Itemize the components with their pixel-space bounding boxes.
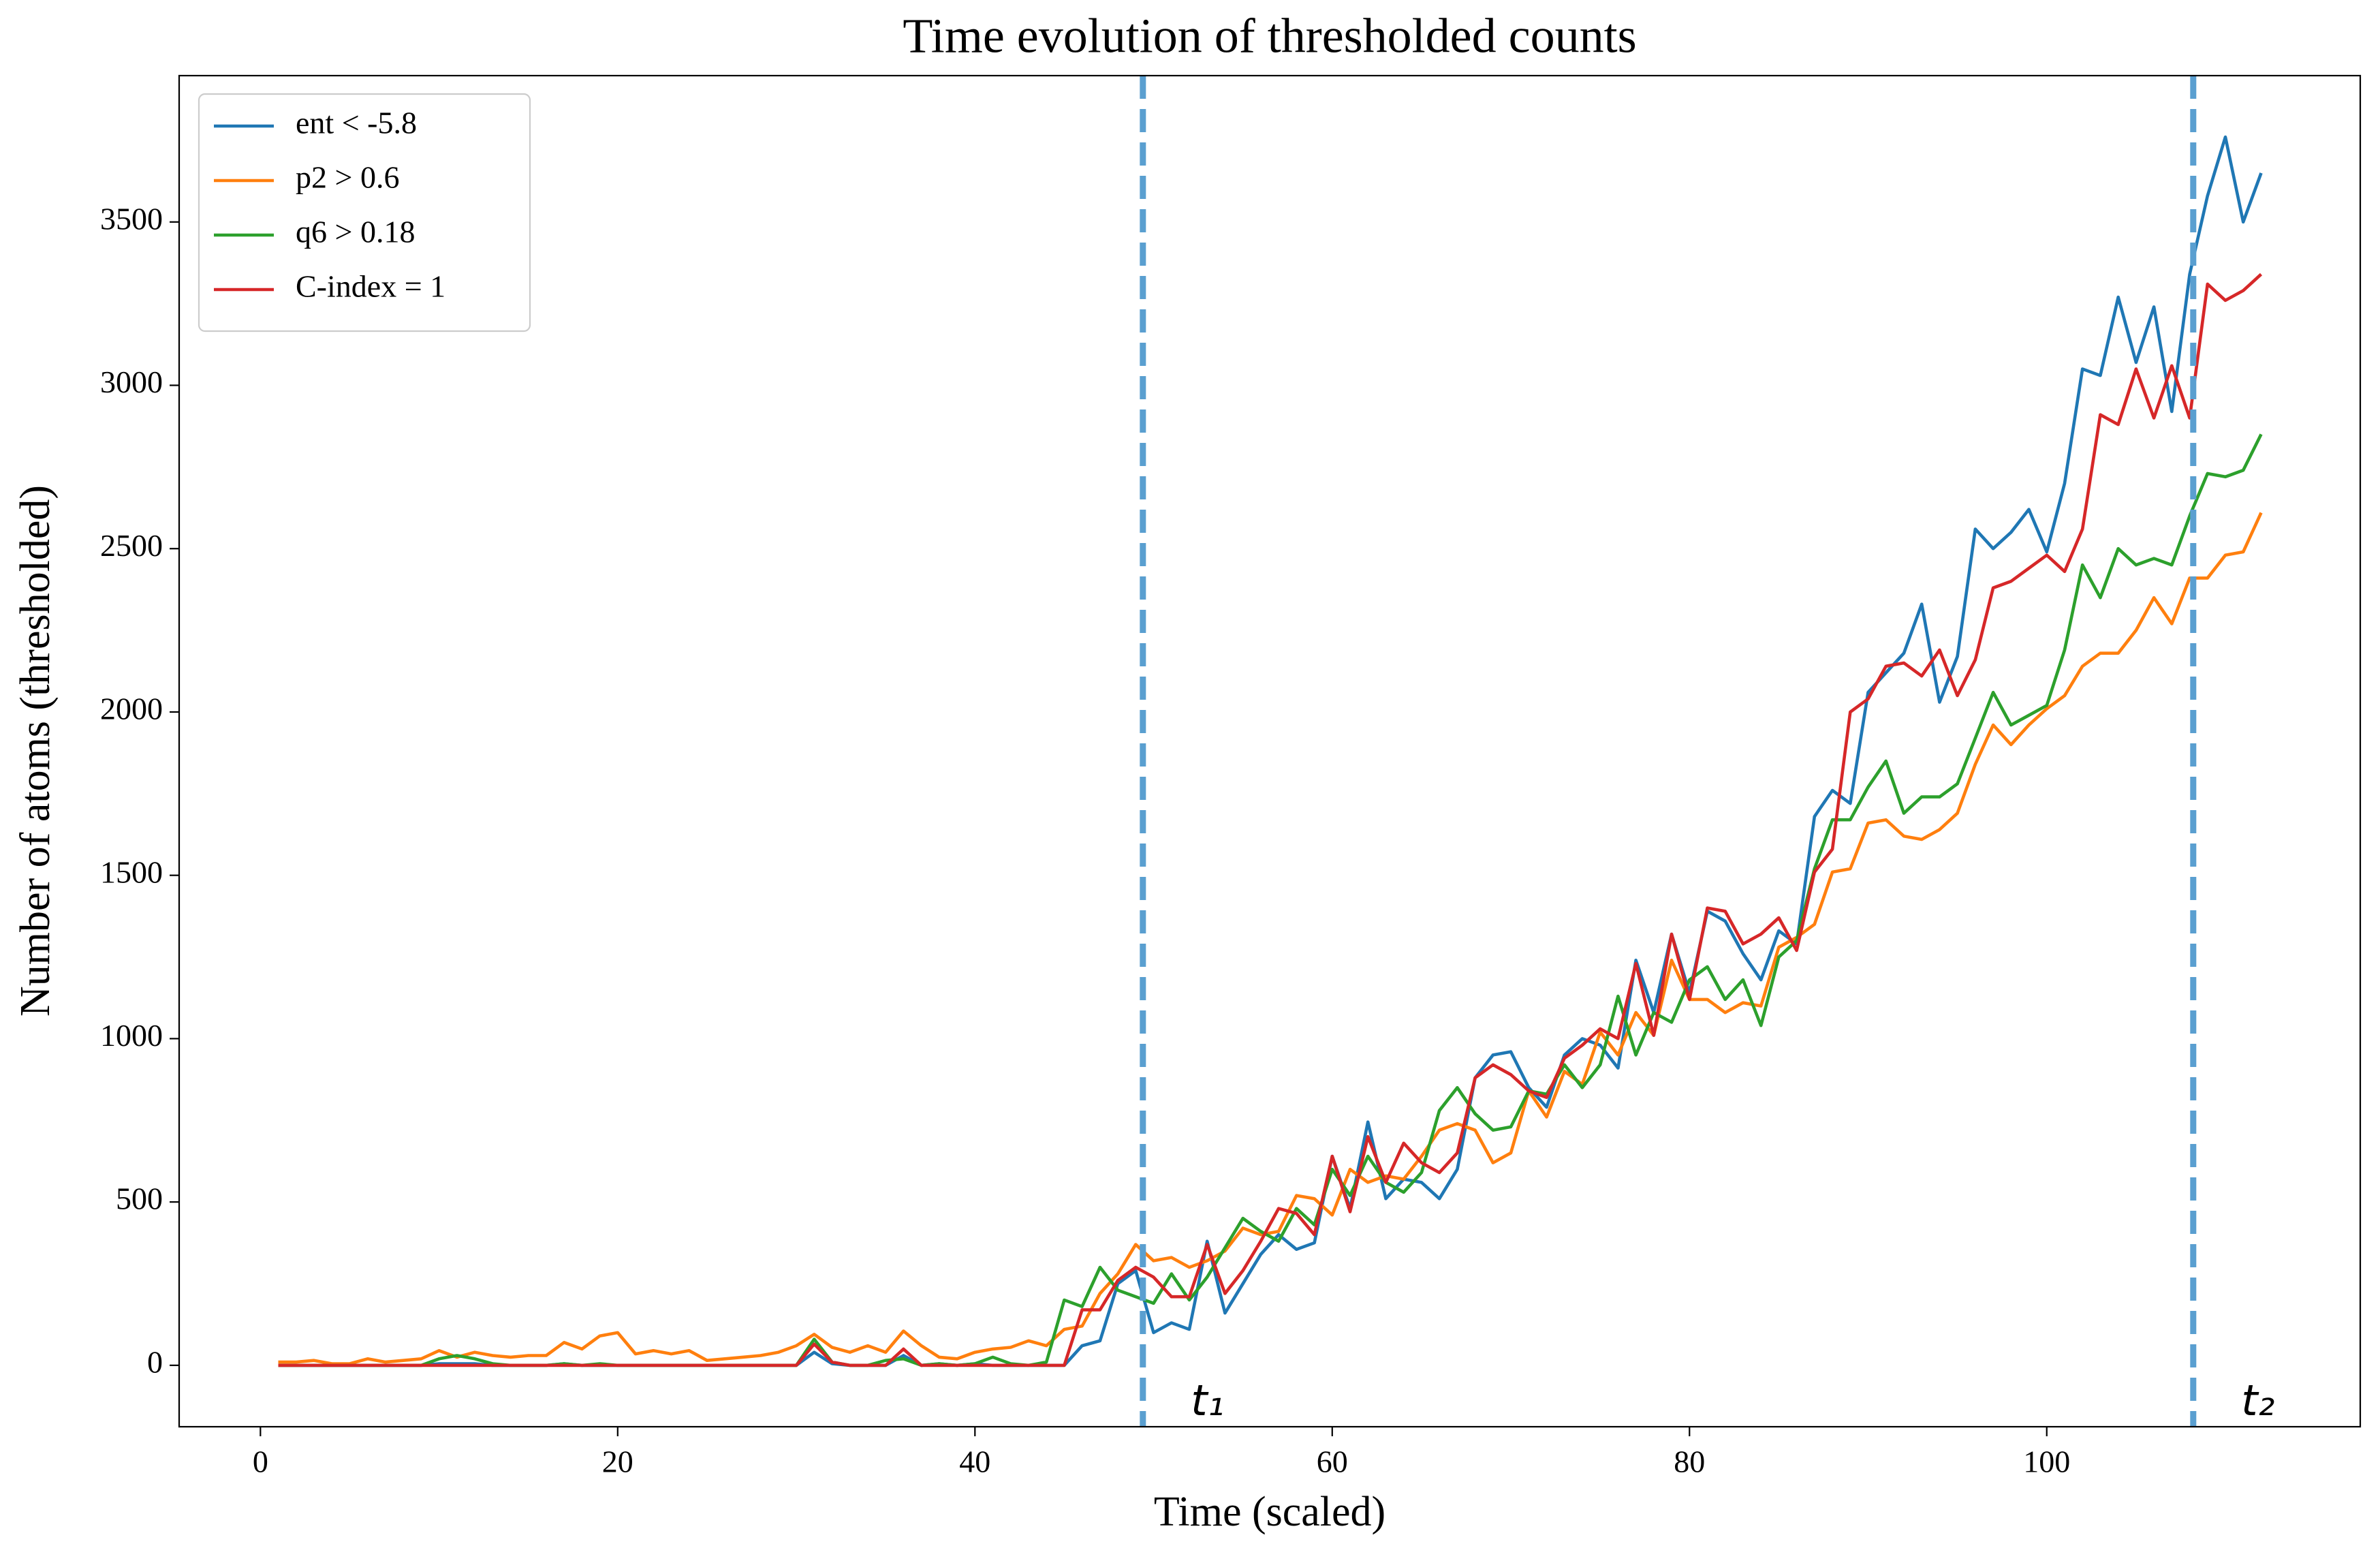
legend-label: q6 > 0.18 [296,215,415,249]
x-tick-label: 60 [1317,1444,1348,1479]
plot-frame [178,74,2362,1428]
legend-box [198,93,531,332]
vertical-marker-label: t₂ [2241,1376,2274,1425]
y-tick-label: 3500 [100,201,163,236]
legend-label: ent < -5.8 [296,106,417,140]
series-line [278,512,2263,1365]
chart-title: Time evolution of thresholded counts [903,9,1636,63]
legend-label: p2 > 0.6 [296,160,399,195]
y-tick-label: 2000 [100,692,163,726]
x-tick-label: 40 [959,1444,990,1479]
y-tick-label: 1000 [100,1018,163,1053]
x-tick-label: 20 [602,1444,633,1479]
y-tick-label: 500 [116,1181,163,1216]
y-tick-label: 0 [147,1344,163,1379]
y-axis-label: Number of atoms (thresholded) [12,485,59,1017]
y-tick-label: 1500 [100,854,163,889]
x-axis-label: Time (scaled) [1154,1489,1385,1535]
x-tick-label: 0 [253,1444,268,1479]
y-tick-label: 2500 [100,528,163,563]
x-tick-label: 100 [2023,1444,2070,1479]
x-tick-label: 80 [1674,1444,1705,1479]
legend: ent < -5.8 p2 > 0.6 q6 > 0.18 C-index = 1 [198,93,531,332]
y-tick-label: 3000 [100,365,163,399]
legend-label: C-index = 1 [296,269,445,304]
vertical-marker-label: t₁ [1191,1376,1224,1425]
series-line [278,273,2263,1367]
